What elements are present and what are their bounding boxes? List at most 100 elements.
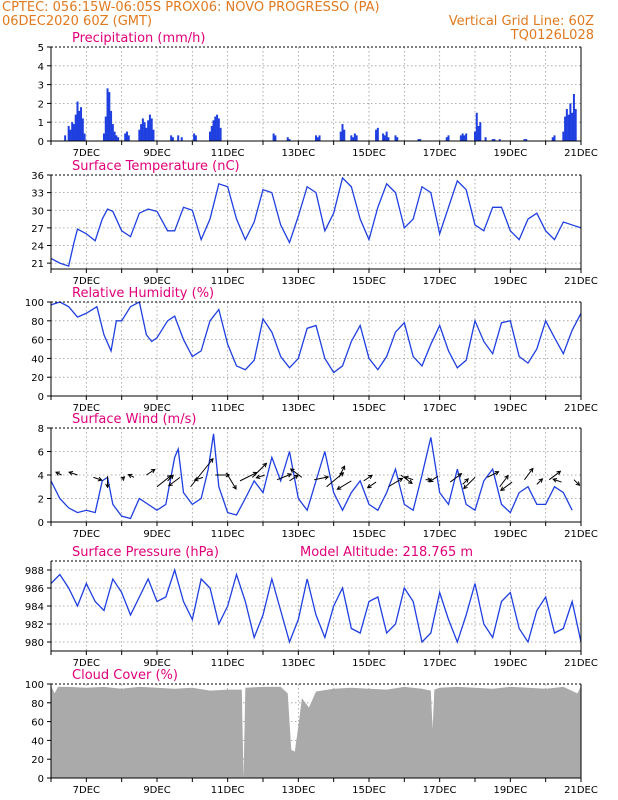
precip-bar xyxy=(491,139,494,141)
precip-bar xyxy=(76,101,79,141)
wind-vector-head xyxy=(504,474,509,480)
wind-vector-head xyxy=(324,475,330,480)
precip-bar xyxy=(83,133,86,141)
wind-vector-head xyxy=(403,475,409,481)
humidity-xtick-label: 13DEC xyxy=(281,403,315,414)
precip-bar xyxy=(69,129,72,141)
precip-bar xyxy=(72,124,75,141)
precip-ytick-label: 0 xyxy=(38,137,44,148)
precip-frame xyxy=(50,47,582,142)
temp-ytick-label: 21 xyxy=(31,259,44,270)
wind-vector xyxy=(314,476,329,481)
pressure-panel: Surface Pressure (hPa) Model Altitude: 21… xyxy=(25,545,598,669)
precip-bar xyxy=(103,133,105,141)
wind-vector-head xyxy=(127,473,133,479)
temp-xtick-label: 13DEC xyxy=(281,276,315,287)
wind-vector xyxy=(68,471,78,476)
wind-vector xyxy=(167,474,174,482)
precip-xtick-label: 13DEC xyxy=(281,148,315,159)
precip-xtick-label: 9DEC xyxy=(143,148,170,159)
wind-vector xyxy=(93,476,102,481)
precip-bar xyxy=(288,139,291,141)
wind-vector-head xyxy=(529,467,534,473)
precip-ytick-label: 5 xyxy=(38,43,44,54)
cloud-ytick-label: 100 xyxy=(25,680,44,691)
precip-bar xyxy=(177,135,180,141)
wind-vector xyxy=(487,471,499,478)
precip-bar xyxy=(551,137,554,141)
humidity-ytick-label: 100 xyxy=(25,298,44,309)
wind-vector-head xyxy=(552,478,558,483)
precip-bar xyxy=(209,131,211,141)
precip-bar xyxy=(375,129,378,141)
wind-vector-head xyxy=(120,476,126,481)
precip-bar xyxy=(465,133,468,141)
precip-bar xyxy=(525,139,528,141)
humidity-xtick-label: 7DEC xyxy=(73,403,100,414)
temp-xtick-label: 11DEC xyxy=(211,276,245,287)
precip-bar xyxy=(80,107,83,141)
temp-ytick-label: 24 xyxy=(31,242,44,253)
wind-vector-head xyxy=(209,457,214,463)
precip-xtick-label: 21DEC xyxy=(564,148,598,159)
temp-xtick-label: 17DEC xyxy=(423,276,457,287)
wind-vector xyxy=(548,470,561,481)
wind-vector xyxy=(194,476,204,481)
precip-bar xyxy=(272,133,275,141)
wind-ytick-label: 6 xyxy=(38,448,44,459)
pressure-xtick-label: 9DEC xyxy=(143,658,170,669)
pressure-ytick-label: 988 xyxy=(25,566,44,577)
wind-vector xyxy=(227,474,237,490)
humidity-xtick-label: 21DEC xyxy=(564,403,598,414)
precip-bar xyxy=(214,116,217,141)
precip-bar xyxy=(376,127,379,141)
header-line1: CPTEC: 056:15W-06:05S PROX06: NOVO PROGR… xyxy=(2,0,380,15)
precip-bar xyxy=(341,124,344,141)
precip-bar xyxy=(117,137,120,141)
precip-bar xyxy=(477,125,480,141)
wind-vector-head xyxy=(68,470,74,476)
precip-bar xyxy=(219,127,222,141)
header-line2-right: Vertical Grid Line: 60Z xyxy=(448,14,594,29)
wind-vector-head xyxy=(340,465,346,471)
wind-xtick-label: 21DEC xyxy=(564,529,598,540)
precip-bar xyxy=(475,112,478,141)
wind-xtick-label: 11DEC xyxy=(211,529,245,540)
humidity-ytick-label: 80 xyxy=(31,317,44,328)
humidity-panel: Relative Humidity (%) 0 20 40 60 80 100 7DEC 9DE… xyxy=(25,286,598,414)
precip-bar xyxy=(562,131,565,141)
humidity-frame xyxy=(50,302,582,397)
precip-bar xyxy=(565,109,568,141)
pressure-xtick-label: 11DEC xyxy=(211,658,245,669)
humidity-xtick-label: 19DEC xyxy=(493,403,527,414)
pressure-xtick-label: 19DEC xyxy=(493,658,527,669)
wind-xtick-label: 15DEC xyxy=(352,529,386,540)
wind-xtick-label: 9DEC xyxy=(143,529,170,540)
precip-bar xyxy=(106,88,109,141)
wind-series-line xyxy=(50,433,573,520)
precip-ytick-label: 2 xyxy=(38,99,44,110)
precip-bar xyxy=(463,135,466,141)
wind-vector-head xyxy=(287,473,293,478)
cloud-xtick-label: 7DEC xyxy=(73,785,100,796)
precip-bar xyxy=(152,129,155,141)
wind-vector xyxy=(146,468,156,476)
cloud-panel: Cloud Cover (%) 0 20 40 60 80 100 7DEC 9DEC 11DEC… xyxy=(25,668,598,796)
precip-bar xyxy=(318,135,321,141)
precip-bar xyxy=(339,131,342,141)
precip-bar xyxy=(523,139,526,141)
precip-bar xyxy=(383,135,386,141)
precip-bar xyxy=(286,137,289,141)
cloud-ytick-label: 20 xyxy=(31,755,44,766)
precip-bar xyxy=(417,139,420,141)
wind-vector-head xyxy=(428,478,434,483)
wind-vector-head xyxy=(366,483,372,489)
cloud-ytick-label: 80 xyxy=(31,699,44,710)
wind-vector-head xyxy=(150,468,156,474)
wind-xtick-label: 19DEC xyxy=(493,529,527,540)
wind-vector xyxy=(536,478,543,485)
cloud-xtick-label: 19DEC xyxy=(493,785,527,796)
wind-vector xyxy=(168,476,181,487)
precip-bar xyxy=(71,122,74,141)
cloud-area xyxy=(51,685,581,778)
